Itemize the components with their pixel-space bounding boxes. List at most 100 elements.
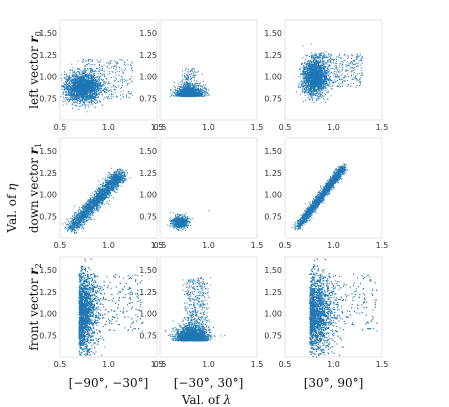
scatter-point <box>88 75 90 77</box>
scatter-point <box>186 81 188 83</box>
scatter-point <box>80 74 82 76</box>
scatter-point <box>184 81 186 83</box>
scatter-point <box>99 100 101 102</box>
scatter-point <box>84 102 85 104</box>
scatter-point <box>198 88 199 90</box>
scatter-point <box>184 86 186 88</box>
scatter-point <box>72 99 73 101</box>
scatter-point <box>334 62 336 64</box>
scatter-point <box>99 92 101 94</box>
scatter-point <box>64 83 66 85</box>
scatter-point <box>98 79 100 81</box>
scatter-point <box>67 93 69 95</box>
scatter-point <box>91 74 93 76</box>
scatter-point <box>121 78 123 80</box>
scatter-point <box>116 78 118 80</box>
y-tick-label: 0.75 <box>39 94 57 103</box>
scatter-point <box>77 77 79 79</box>
scatter-point <box>204 95 206 97</box>
scatter-point <box>198 84 200 86</box>
scatter-point <box>94 87 96 88</box>
scatter-point <box>203 91 205 93</box>
scatter-point <box>64 94 66 96</box>
scatter-point <box>78 108 80 110</box>
scatter-point <box>94 97 95 99</box>
scatter-point <box>71 69 73 71</box>
scatter-point <box>72 71 74 73</box>
scatter-point <box>96 94 98 96</box>
scatter-point <box>115 61 117 63</box>
scatter-point <box>352 78 354 80</box>
scatter-point <box>76 81 78 82</box>
scatter-point <box>117 81 119 82</box>
scatter-point <box>184 92 185 94</box>
scatter-point <box>120 87 122 89</box>
scatter-point <box>81 90 83 92</box>
scatter-point <box>79 77 81 79</box>
scatter-point <box>67 78 69 80</box>
scatter-point <box>197 95 198 97</box>
scatter-point <box>80 90 82 92</box>
scatter-point <box>75 86 77 88</box>
scatter-point <box>78 79 80 81</box>
scatter-point <box>84 107 86 109</box>
scatter-point <box>180 92 182 94</box>
scatter-point <box>121 59 123 61</box>
scatter-point <box>85 100 87 102</box>
scatter-point <box>108 71 110 73</box>
scatter-point <box>62 85 64 86</box>
scatter-point <box>83 98 84 100</box>
scatter-point <box>324 53 326 55</box>
scatter-point <box>202 85 204 87</box>
scatter-point <box>200 94 202 95</box>
scatter-point <box>67 88 69 90</box>
scatter-point <box>125 96 127 98</box>
scatter-point <box>73 93 75 95</box>
scatter-point <box>79 86 81 88</box>
scatter-point <box>85 72 87 74</box>
scatter-point <box>94 81 96 83</box>
scatter-point <box>104 91 105 93</box>
scatter-point <box>112 71 114 73</box>
scatter-point <box>87 104 89 106</box>
scatter-point <box>199 84 201 86</box>
y-tick-label: 0.75 <box>139 94 157 103</box>
scatter-point <box>91 72 93 74</box>
scatter-point <box>92 75 94 77</box>
scatter-point <box>86 96 88 98</box>
scatter-point <box>92 93 94 94</box>
scatter-point <box>82 95 83 97</box>
scatter-point <box>65 97 67 99</box>
scatter-point <box>67 97 69 99</box>
scatter-point <box>76 79 78 80</box>
scatter-point <box>181 90 183 92</box>
scatter-point <box>89 91 91 93</box>
scatter-point <box>73 81 74 83</box>
scatter-point <box>79 79 81 81</box>
scatter-point <box>87 98 89 100</box>
scatter-point <box>189 93 191 95</box>
scatter-point <box>107 87 109 89</box>
scatter-point <box>112 67 114 69</box>
scatter-point <box>90 81 92 83</box>
scatter-point <box>83 73 85 75</box>
scatter-point <box>73 90 75 92</box>
scatter-point <box>334 79 336 81</box>
scatter-point <box>184 84 186 86</box>
scatter-point <box>128 83 130 85</box>
scatter-point <box>68 78 70 80</box>
scatter-point <box>74 89 76 91</box>
scatter-point <box>87 92 89 94</box>
scatter-point <box>81 98 83 100</box>
y-tick-label: 0.75 <box>264 94 282 103</box>
scatter-point <box>188 73 190 75</box>
scatter-point <box>92 91 93 93</box>
scatter-point <box>190 84 192 86</box>
scatter-point <box>118 75 120 77</box>
scatter-point <box>62 101 64 103</box>
scatter-point <box>76 74 78 76</box>
scatter-point <box>106 77 108 79</box>
scatter-point <box>85 69 87 71</box>
scatter-point <box>88 102 90 104</box>
scatter-point <box>119 59 121 61</box>
